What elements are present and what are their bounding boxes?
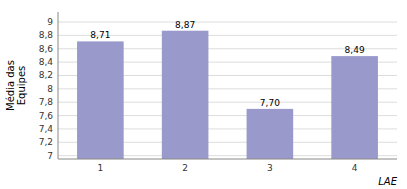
bar: [77, 41, 124, 159]
y-axis-label: Média dasEquipes: [5, 60, 27, 111]
y-tick-label: 8: [47, 84, 53, 94]
y-axis-line: [58, 12, 59, 159]
y-tick-label: 8,6: [39, 44, 54, 54]
x-tick-label: 4: [352, 163, 358, 173]
data-label: 8,71: [90, 30, 110, 40]
bars: [77, 31, 378, 159]
y-tick-label: 7,6: [39, 111, 54, 121]
bar: [162, 31, 209, 159]
chart: 7 7,2 7,4 7,6 7,8 8 8,2 8,4 8,6 8,8 9 8,71 8,87 7,70 8…: [0, 0, 407, 189]
y-tick-label: 9: [47, 17, 53, 27]
y-tick-label: 8,8: [39, 30, 54, 40]
data-label: 8,49: [345, 45, 365, 55]
bar: [331, 56, 378, 159]
x-axis-line: [58, 159, 397, 160]
grid-line: [58, 22, 397, 23]
y-tick-label: 7,8: [39, 97, 54, 107]
bar: [247, 109, 294, 159]
y-tick-label: 7,2: [39, 137, 53, 147]
y-tick-label: 7,4: [39, 124, 54, 134]
y-tick-label: 7: [47, 151, 53, 161]
data-label: 8,87: [175, 20, 195, 30]
y-tick-label: 8,4: [39, 57, 54, 67]
x-axis-label: LAE: [378, 176, 397, 187]
x-tick-label: 3: [267, 163, 273, 173]
x-tick-label: 1: [98, 163, 104, 173]
y-tick-label: 8,2: [39, 70, 53, 80]
data-label: 7,70: [260, 98, 280, 108]
x-tick-label: 2: [182, 163, 188, 173]
